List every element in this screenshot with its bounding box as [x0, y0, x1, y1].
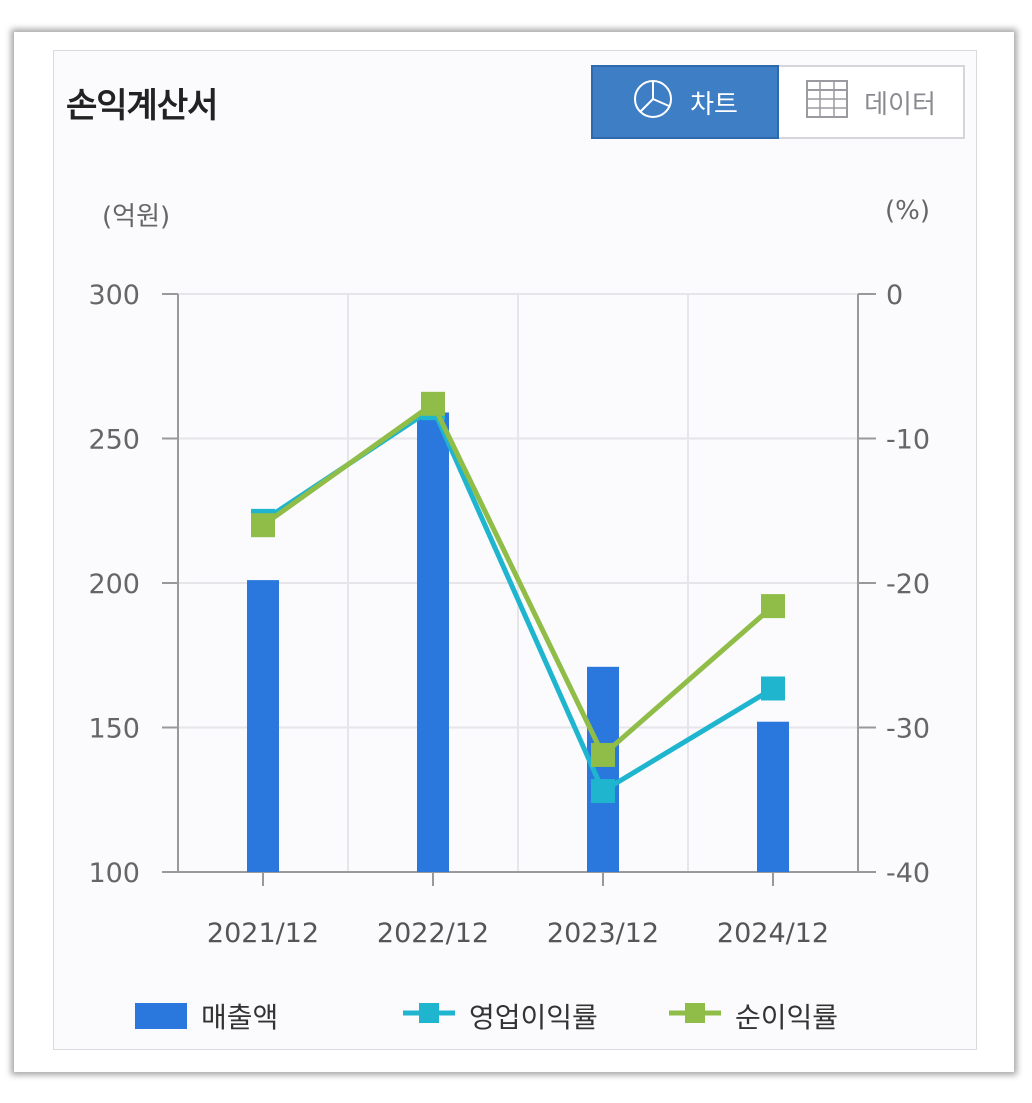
legend-item-net-margin[interactable]: 순이익률 — [669, 996, 838, 1036]
chart-card — [53, 50, 977, 1050]
legend-swatch-revenue — [135, 1003, 187, 1029]
page-title: 손익계산서 — [66, 86, 218, 126]
right-axis-unit: (%) — [885, 196, 930, 226]
legend-item-revenue[interactable]: 매출액 — [135, 996, 278, 1036]
chart-view-label: 차트 — [690, 89, 738, 120]
view-toggle: 차트 데이터 — [591, 65, 965, 139]
legend-label-revenue: 매출액 — [201, 1001, 279, 1034]
legend-swatch-operating-margin — [403, 1000, 455, 1033]
legend-swatch-net-margin — [669, 1000, 721, 1033]
legend-item-operating-margin[interactable]: 영업이익률 — [403, 996, 598, 1036]
legend-label-net-margin: 순이익률 — [735, 1001, 839, 1034]
table-grid-icon — [806, 79, 849, 125]
pie-chart-icon — [632, 78, 674, 127]
left-axis-unit: (억원) — [102, 202, 171, 232]
chart-legend: 매출액 영업이익률 순이익률 — [135, 996, 895, 1040]
data-view-label: 데이터 — [864, 89, 936, 120]
data-view-button[interactable]: 데이터 — [779, 65, 965, 139]
legend-label-operating-margin: 영업이익률 — [469, 1001, 598, 1034]
chart-view-button[interactable]: 차트 — [591, 65, 779, 139]
